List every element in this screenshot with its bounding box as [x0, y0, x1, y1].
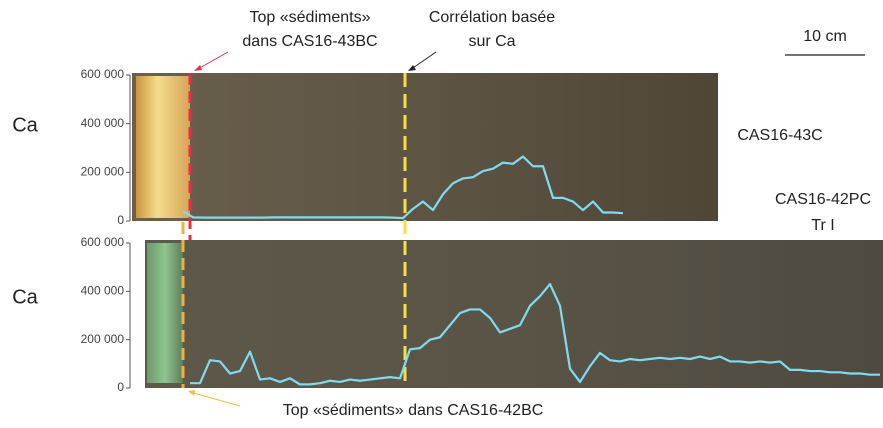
y-tick-label: 600 000 [81, 235, 125, 249]
y-tick-label: 200 000 [81, 165, 125, 179]
ca-curve [190, 282, 880, 386]
y-tick-label: 400 000 [81, 116, 125, 130]
ca-curve [182, 155, 624, 220]
core-top [147, 243, 183, 383]
core-photo [145, 240, 883, 388]
core-top [136, 76, 190, 218]
y-tick-label: 400 000 [81, 284, 125, 298]
arrowhead [408, 65, 416, 71]
annotation: sur Ca [468, 33, 515, 50]
arrow [409, 51, 437, 71]
y-axis-label: Ca [12, 286, 38, 308]
y-axis-label: Ca [12, 114, 38, 136]
arrowhead [194, 65, 202, 71]
core-label: CAS16-42PC [775, 191, 871, 208]
y-tick-label: 600 000 [81, 67, 125, 81]
core-photo [132, 73, 718, 221]
scale-label: 10 cm [803, 28, 847, 45]
annotation: Top «sédiments» dans CAS16-42BC [283, 402, 544, 419]
core-label: CAS16-43C [737, 127, 822, 144]
arrow [189, 391, 241, 407]
y-tick-label: 0 [117, 380, 124, 394]
arrow [195, 51, 229, 71]
core-label: Tr I [811, 217, 834, 234]
annotation: Top «sédiments» [250, 9, 371, 26]
arrowhead [188, 390, 195, 396]
annotation: Corrélation basée [429, 9, 555, 26]
y-tick-label: 0 [117, 213, 124, 227]
annotation: dans CAS16-43BC [242, 33, 377, 50]
y-tick-label: 200 000 [81, 332, 125, 346]
